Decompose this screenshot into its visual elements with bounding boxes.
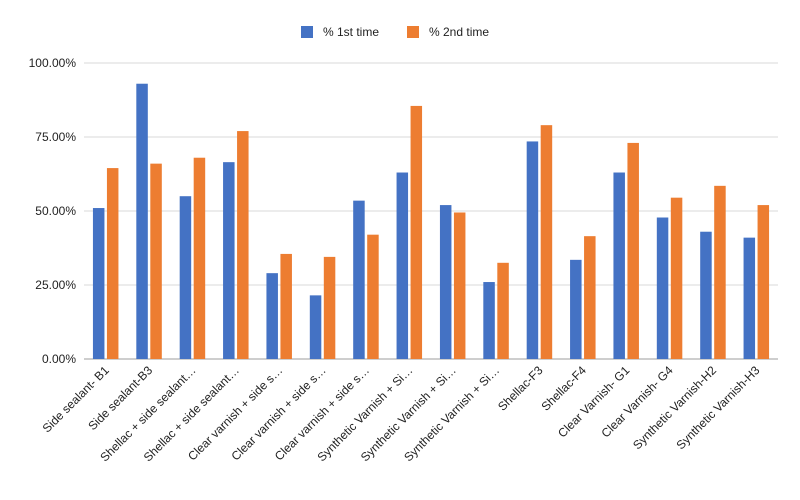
bars xyxy=(92,83,770,359)
x-tick-label: Synthetic Varnish-H3 xyxy=(673,363,762,452)
y-tick-label: 100.00% xyxy=(29,56,77,70)
bar-second-time xyxy=(627,142,639,359)
bar-first-time xyxy=(223,162,235,359)
bar-second-time xyxy=(584,236,596,359)
bar-second-time xyxy=(540,125,553,359)
bar-second-time xyxy=(670,197,683,359)
bar-second-time xyxy=(193,157,206,359)
legend-label: % 1st time xyxy=(323,25,379,39)
y-tick-label: 25.00% xyxy=(35,278,76,292)
bar-first-time xyxy=(266,273,278,359)
legend-swatch xyxy=(301,26,313,38)
bar-first-time xyxy=(570,259,582,359)
bar-first-time xyxy=(613,172,625,359)
bar-first-time xyxy=(179,196,192,359)
x-tick-label: Synthetic Varnish-H2 xyxy=(630,363,719,452)
bar-first-time xyxy=(656,217,669,359)
y-tick-label: 50.00% xyxy=(35,204,76,218)
legend-swatch xyxy=(407,26,419,38)
bar-second-time xyxy=(106,168,119,359)
bar-first-time xyxy=(136,83,148,359)
bar-first-time xyxy=(526,141,539,359)
bar-second-time xyxy=(410,105,423,359)
legend: % 1st time % 2nd time xyxy=(301,25,489,39)
bar-second-time xyxy=(280,253,292,359)
bar-first-time xyxy=(309,295,322,359)
legend-label: % 2nd time xyxy=(429,25,489,39)
y-axis-tick-labels: 0.00% 25.00% 50.00% 75.00% 100.00% xyxy=(29,56,77,366)
bar-first-time xyxy=(439,205,452,359)
bar-second-time xyxy=(714,185,726,359)
bar-first-time xyxy=(92,208,105,359)
bar-second-time xyxy=(150,163,162,359)
bar-first-time xyxy=(353,200,365,359)
bar-first-time xyxy=(396,172,409,359)
y-tick-label: 0.00% xyxy=(42,352,76,366)
bar-second-time xyxy=(323,256,336,359)
bar-second-time xyxy=(757,205,770,359)
bar-second-time xyxy=(367,234,379,359)
bar-second-time xyxy=(497,262,509,359)
bar-first-time xyxy=(700,231,712,359)
bar-first-time xyxy=(483,282,495,359)
y-tick-label: 75.00% xyxy=(35,130,76,144)
bar-first-time xyxy=(743,237,756,359)
bar-second-time xyxy=(237,131,249,359)
x-tick-label: Shellac-F3 xyxy=(495,363,546,414)
bar-second-time xyxy=(453,212,466,359)
